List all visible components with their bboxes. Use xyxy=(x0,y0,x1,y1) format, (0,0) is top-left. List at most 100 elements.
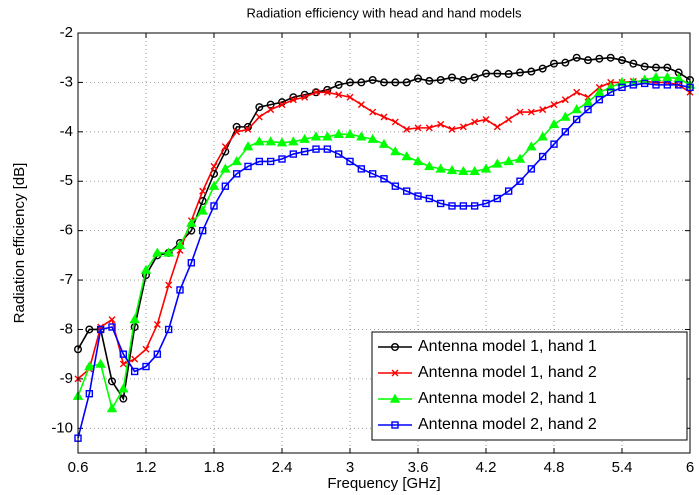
marker xyxy=(573,88,581,96)
marker xyxy=(369,108,377,116)
marker xyxy=(210,202,218,210)
marker xyxy=(176,286,184,294)
marker xyxy=(459,202,468,210)
marker xyxy=(152,247,163,257)
marker xyxy=(254,136,265,146)
marker xyxy=(335,91,343,99)
marker xyxy=(323,88,331,96)
marker xyxy=(561,58,570,67)
marker xyxy=(389,393,401,403)
marker xyxy=(539,106,547,114)
marker xyxy=(210,162,218,170)
marker xyxy=(437,120,445,128)
marker xyxy=(276,137,288,147)
marker xyxy=(357,165,366,173)
marker xyxy=(153,350,162,358)
marker xyxy=(470,202,479,210)
marker xyxy=(96,325,105,334)
marker xyxy=(357,78,366,87)
marker xyxy=(130,367,139,376)
marker xyxy=(663,81,672,89)
marker xyxy=(153,321,161,329)
marker xyxy=(459,75,468,84)
marker xyxy=(346,78,355,87)
marker xyxy=(278,101,286,109)
marker xyxy=(266,157,275,166)
marker xyxy=(640,62,649,71)
marker xyxy=(266,100,275,109)
x-tick-label: 3 xyxy=(346,459,354,476)
marker xyxy=(220,163,231,173)
marker xyxy=(572,115,581,124)
legend-label: Antenna model 2, hand 1 xyxy=(418,390,597,407)
marker xyxy=(380,175,388,183)
marker xyxy=(595,54,604,63)
marker xyxy=(561,96,569,104)
marker xyxy=(367,133,378,143)
marker xyxy=(582,96,594,106)
marker xyxy=(391,182,400,190)
marker xyxy=(312,88,320,96)
marker xyxy=(164,325,173,334)
marker xyxy=(401,151,412,161)
marker xyxy=(289,96,297,104)
y-tick-label: -3 xyxy=(60,73,73,90)
marker xyxy=(424,161,435,171)
marker xyxy=(414,192,422,200)
marker xyxy=(459,123,467,131)
marker xyxy=(514,153,526,163)
marker xyxy=(403,125,411,133)
marker xyxy=(391,343,400,352)
marker xyxy=(391,118,399,126)
legend-label: Antenna model 1, hand 1 xyxy=(418,338,597,355)
marker xyxy=(244,125,252,133)
series-line xyxy=(77,82,691,439)
marker xyxy=(346,93,354,101)
marker xyxy=(504,70,513,79)
marker xyxy=(221,143,229,151)
marker xyxy=(333,128,344,138)
marker xyxy=(334,80,343,89)
marker xyxy=(446,164,458,175)
x-tick-label: 4.8 xyxy=(544,459,565,476)
legend: Antenna model 1, hand 1 Antenna model 1, … xyxy=(371,331,688,441)
marker xyxy=(289,150,298,158)
y-tick-label: -6 xyxy=(60,222,73,239)
marker xyxy=(572,53,581,62)
marker xyxy=(493,69,502,78)
marker xyxy=(412,156,424,166)
legend-label: Antenna model 1, hand 2 xyxy=(418,364,597,381)
marker xyxy=(458,165,469,176)
marker xyxy=(652,81,660,89)
marker xyxy=(414,124,422,132)
marker xyxy=(595,96,604,104)
marker xyxy=(527,165,536,173)
marker xyxy=(652,63,661,72)
marker xyxy=(503,156,514,166)
marker xyxy=(469,165,480,176)
marker xyxy=(233,128,241,136)
marker xyxy=(480,163,492,173)
marker xyxy=(526,141,537,151)
y-tick-label: -4 xyxy=(60,123,73,140)
marker xyxy=(425,124,433,132)
marker xyxy=(255,113,263,121)
x-tick-label: 3.6 xyxy=(408,459,429,476)
marker xyxy=(231,156,242,166)
marker xyxy=(618,83,626,92)
marker xyxy=(323,145,332,153)
marker xyxy=(255,103,264,112)
marker xyxy=(165,281,173,289)
marker xyxy=(186,217,197,227)
marker xyxy=(118,383,129,393)
marker xyxy=(594,86,605,96)
marker xyxy=(299,133,310,143)
marker xyxy=(470,73,479,82)
marker xyxy=(378,138,390,148)
marker xyxy=(119,360,127,368)
marker xyxy=(606,88,615,96)
marker xyxy=(550,140,558,148)
marker xyxy=(244,162,252,171)
marker xyxy=(85,325,94,334)
marker xyxy=(414,74,423,83)
